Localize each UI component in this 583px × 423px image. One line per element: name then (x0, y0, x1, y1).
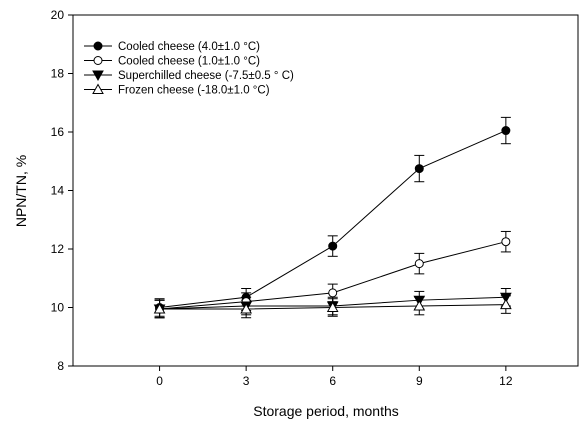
series-layer (153, 116, 512, 319)
x-axis-label: Storage period, months (253, 403, 399, 419)
data-point (328, 288, 338, 298)
x-tick-label: 9 (416, 374, 423, 388)
data-point (413, 300, 426, 311)
x-tick-label: 0 (156, 374, 163, 388)
data-point (93, 56, 103, 65)
series-line (159, 130, 507, 308)
legend-item: Cooled cheese (4.0±1.0 °C) (84, 41, 260, 53)
legend-label: Cooled cheese (4.0±1.0 °C) (118, 41, 260, 53)
legend-item: Cooled cheese (1.0±1.0 °C) (84, 56, 260, 68)
data-point (500, 298, 512, 310)
data-point (92, 83, 104, 94)
legend-item: Frozen cheese (-18.0±1.0 °C) (84, 83, 270, 97)
data-point (93, 41, 103, 51)
data-point (240, 302, 252, 314)
y-tick-label: 20 (51, 8, 65, 22)
data-point (92, 70, 104, 82)
legend-label: Cooled cheese (1.0±1.0 °C) (118, 56, 260, 68)
legend: Cooled cheese (4.0±1.0 °C) Cooled cheese … (84, 41, 294, 97)
x-tick-label: 12 (499, 374, 513, 388)
data-point (500, 292, 512, 304)
data-point (326, 301, 339, 312)
legend-label: Frozen cheese (-18.0±1.0 °C) (118, 85, 270, 97)
y-tick-label: 12 (51, 242, 65, 256)
y-tick-label: 18 (51, 67, 65, 81)
series-markers (153, 298, 512, 314)
y-tick-label: 16 (51, 125, 65, 139)
data-point (501, 237, 511, 247)
y-axis-label: NPN/TN, % (13, 155, 29, 227)
axes: 0 3 6 9 12 8 10 12 14 16 18 20 (51, 8, 579, 388)
y-tick-label: 8 (57, 359, 64, 373)
legend-label: Superchilled cheese (-7.5±0.5 ° C) (118, 70, 294, 82)
data-point (501, 126, 511, 136)
x-tick-label: 6 (329, 374, 336, 388)
legend-item: Superchilled cheese (-7.5±0.5 ° C) (84, 70, 294, 82)
data-point (414, 164, 424, 174)
data-point (414, 259, 424, 269)
data-point (328, 241, 338, 251)
y-tick-label: 10 (51, 301, 65, 315)
y-tick-label: 14 (51, 184, 65, 198)
data-point (153, 302, 166, 314)
x-tick-label: 3 (243, 374, 250, 388)
